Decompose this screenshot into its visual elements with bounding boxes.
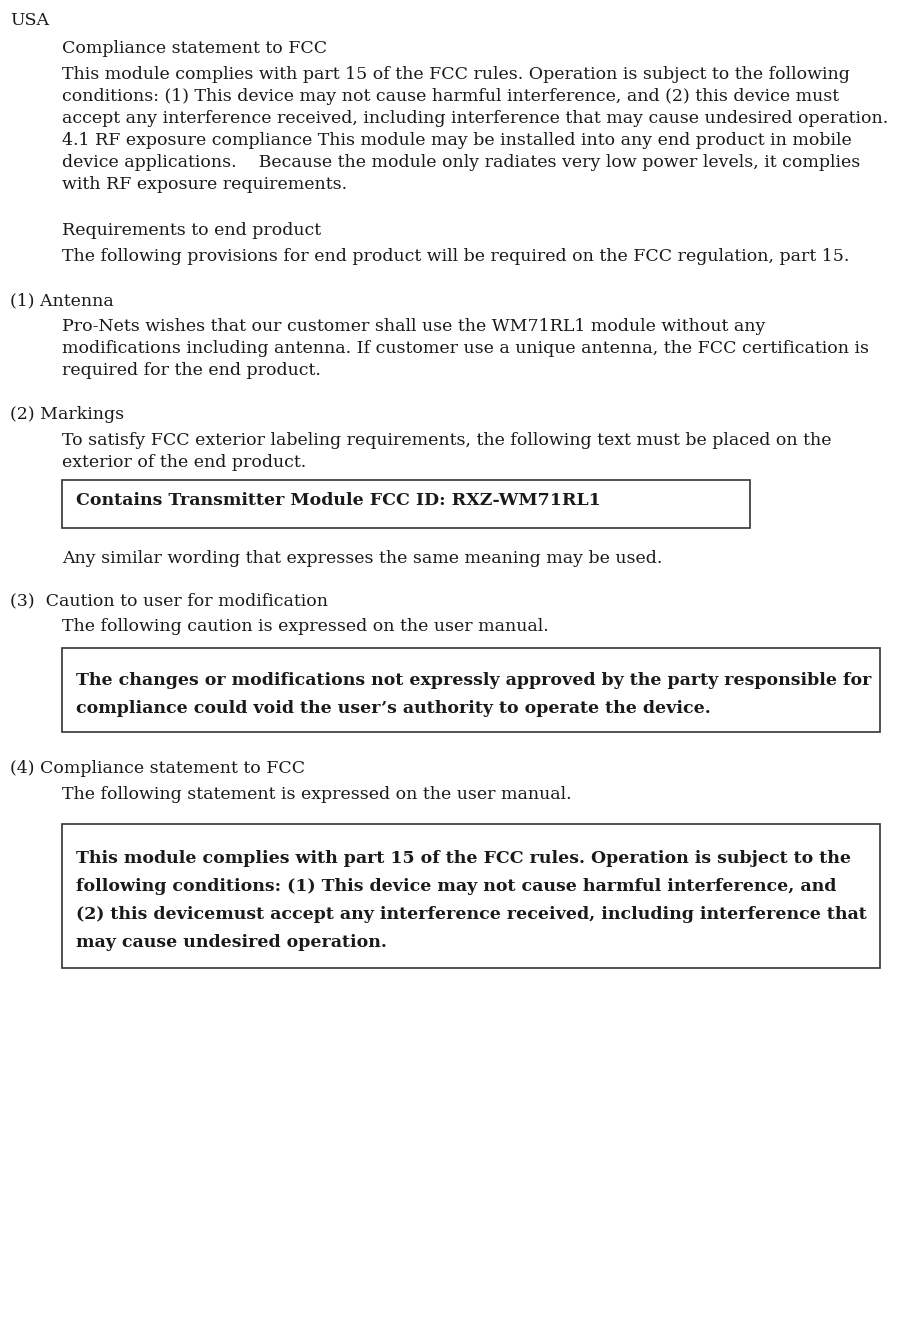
Text: exterior of the end product.: exterior of the end product.: [62, 454, 306, 471]
Text: with RF exposure requirements.: with RF exposure requirements.: [62, 176, 347, 193]
Text: following conditions: (1) This device may not cause harmful interference, and: following conditions: (1) This device ma…: [76, 878, 836, 894]
Text: modifications including antenna. If customer use a unique antenna, the FCC certi: modifications including antenna. If cust…: [62, 339, 869, 357]
Text: Any similar wording that expresses the same meaning may be used.: Any similar wording that expresses the s…: [62, 550, 662, 567]
Text: compliance could void the user’s authority to operate the device.: compliance could void the user’s authori…: [76, 700, 711, 717]
Text: may cause undesired operation.: may cause undesired operation.: [76, 934, 387, 952]
Bar: [62, 480, 750, 528]
Text: The following caution is expressed on the user manual.: The following caution is expressed on th…: [62, 618, 549, 635]
Text: Requirements to end product: Requirements to end product: [62, 222, 321, 240]
Text: (2) this devicemust accept any interference received, including interference tha: (2) this devicemust accept any interfere…: [76, 906, 867, 922]
Text: USA: USA: [10, 12, 49, 29]
Text: To satisfy FCC exterior labeling requirements, the following text must be placed: To satisfy FCC exterior labeling require…: [62, 433, 832, 449]
Bar: [62, 648, 880, 732]
Text: (1) Antenna: (1) Antenna: [10, 291, 113, 309]
Text: The following provisions for end product will be required on the FCC regulation,: The following provisions for end product…: [62, 248, 850, 265]
Text: required for the end product.: required for the end product.: [62, 362, 321, 379]
Text: The changes or modifications not expressly approved by the party responsible for: The changes or modifications not express…: [76, 672, 871, 689]
Text: Pro-Nets wishes that our customer shall use the WM71RL1 module without any: Pro-Nets wishes that our customer shall …: [62, 318, 765, 335]
Bar: [62, 824, 880, 968]
Text: 4.1 RF exposure compliance This module may be installed into any end product in : 4.1 RF exposure compliance This module m…: [62, 132, 851, 149]
Text: This module complies with part 15 of the FCC rules. Operation is subject to the: This module complies with part 15 of the…: [76, 851, 851, 866]
Text: accept any interference received, including interference that may cause undesire: accept any interference received, includ…: [62, 110, 888, 126]
Text: Contains Transmitter Module FCC ID: RXZ-WM71RL1: Contains Transmitter Module FCC ID: RXZ-…: [76, 492, 601, 508]
Text: (4) Compliance statement to FCC: (4) Compliance statement to FCC: [10, 760, 305, 777]
Text: Compliance statement to FCC: Compliance statement to FCC: [62, 40, 327, 57]
Text: (3)  Caution to user for modification: (3) Caution to user for modification: [10, 592, 328, 610]
Text: device applications.    Because the module only radiates very low power levels, : device applications. Because the module …: [62, 154, 860, 170]
Text: The following statement is expressed on the user manual.: The following statement is expressed on …: [62, 787, 572, 803]
Text: This module complies with part 15 of the FCC rules. Operation is subject to the : This module complies with part 15 of the…: [62, 67, 850, 83]
Text: (2) Markings: (2) Markings: [10, 406, 124, 423]
Text: conditions: (1) This device may not cause harmful interference, and (2) this dev: conditions: (1) This device may not caus…: [62, 88, 839, 105]
